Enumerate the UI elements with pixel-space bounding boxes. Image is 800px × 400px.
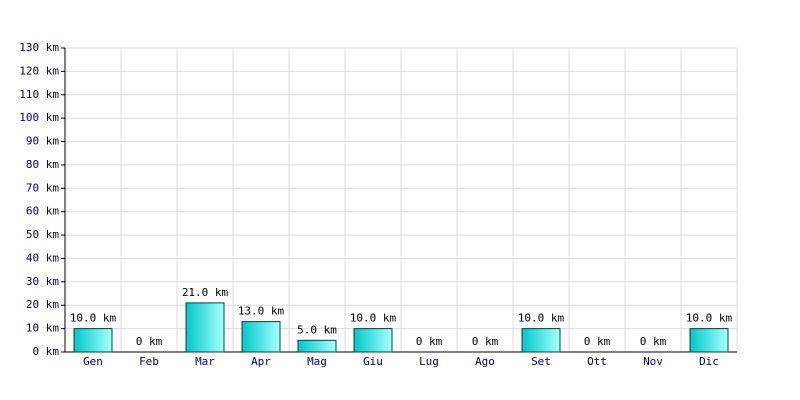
y-tick-label: 120 km — [19, 64, 59, 77]
x-tick-label: Set — [531, 355, 551, 368]
bar — [521, 328, 561, 353]
y-tick-label: 60 km — [26, 205, 59, 218]
x-tick-label: Ago — [475, 355, 495, 368]
y-tick-label: 110 km — [19, 88, 59, 101]
y-tick-label: 0 km — [33, 345, 60, 358]
value-label: 0 km — [416, 335, 443, 348]
value-label: 0 km — [472, 335, 499, 348]
x-tick-label: Mag — [307, 355, 327, 368]
bar — [353, 328, 393, 353]
x-tick-label: Mar — [195, 355, 215, 368]
value-label: 0 km — [640, 335, 667, 348]
value-label: 13.0 km — [238, 305, 285, 318]
x-tick-label: Ott — [587, 355, 607, 368]
x-tick-label: Apr — [251, 355, 271, 368]
y-tick-label: 40 km — [26, 251, 59, 264]
value-label: 0 km — [584, 335, 611, 348]
value-label: 10.0 km — [70, 312, 117, 325]
x-tick-label: Gen — [83, 355, 103, 368]
x-tick-label: Feb — [139, 355, 159, 368]
bar — [241, 321, 281, 353]
bar — [297, 339, 337, 353]
value-label: 5.0 km — [297, 323, 337, 336]
y-tick-label: 90 km — [26, 135, 59, 148]
bar — [185, 302, 225, 353]
bar — [689, 328, 729, 353]
y-tick-label: 30 km — [26, 275, 59, 288]
y-tick-label: 70 km — [26, 181, 59, 194]
y-tick-label: 20 km — [26, 298, 59, 311]
y-tick-label: 10 km — [26, 322, 59, 335]
y-tick-label: 50 km — [26, 228, 59, 241]
y-tick-label: 80 km — [26, 158, 59, 171]
x-tick-label: Dic — [699, 355, 719, 368]
value-label: 0 km — [136, 335, 163, 348]
x-tick-label: Lug — [419, 355, 439, 368]
bar — [73, 328, 113, 353]
x-tick-label: Giu — [363, 355, 383, 368]
value-label: 10.0 km — [350, 312, 397, 325]
x-tick-label: Nov — [643, 355, 663, 368]
value-label: 10.0 km — [686, 312, 733, 325]
y-tick-label: 100 km — [19, 111, 59, 124]
value-label: 10.0 km — [518, 312, 565, 325]
value-label: 21.0 km — [182, 286, 229, 299]
y-tick-label: 130 km — [19, 41, 59, 54]
